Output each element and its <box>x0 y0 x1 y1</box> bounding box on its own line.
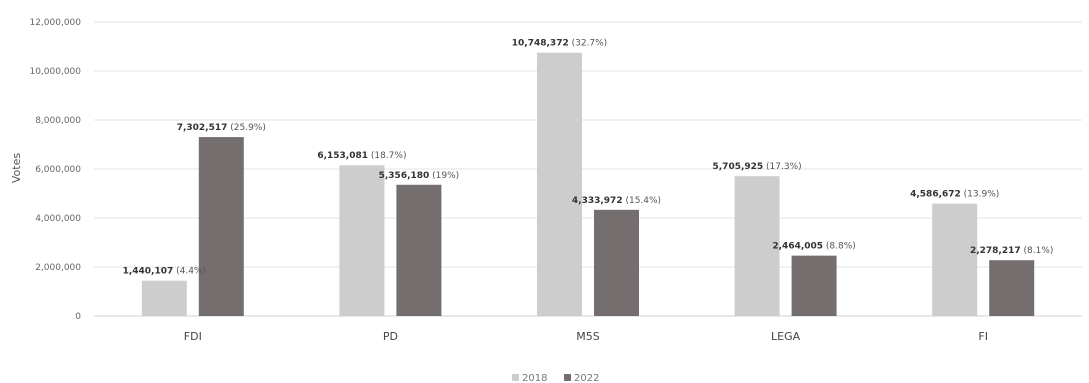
value-label-percent: (15.4%) <box>623 196 661 206</box>
value-label-percent: (19%) <box>429 171 459 181</box>
value-label: 1,440,107 (4.4%) <box>123 267 206 277</box>
y-tick-label: 10,000,000 <box>29 67 81 77</box>
value-label-percent: (18.7%) <box>368 151 406 161</box>
value-label: 2,464,005 (8.8%) <box>772 242 855 252</box>
legend: 2018 2022 <box>512 373 599 383</box>
value-label-number: 7,302,517 <box>177 123 228 133</box>
grid-lines <box>94 21 1082 268</box>
bar-fdi-2022 <box>198 137 244 316</box>
bar-fdi-2018 <box>141 280 187 316</box>
value-label-percent: (32.7%) <box>569 39 607 49</box>
bar-fi-2018 <box>932 203 978 316</box>
y-tick-label: 12,000,000 <box>29 18 81 28</box>
x-tick-label: LEGA <box>771 330 801 343</box>
y-tick-label: 6,000,000 <box>35 165 81 175</box>
x-tick-label: PD <box>383 330 398 343</box>
y-tick-label: 8,000,000 <box>35 116 81 126</box>
legend-label: 2018 <box>522 373 547 383</box>
legend-swatch <box>564 374 571 381</box>
y-tick-label: 0 <box>75 312 81 322</box>
bar-m5s-2018 <box>537 52 582 316</box>
y-axis-label: Votes <box>10 153 23 183</box>
value-label-number: 5,705,925 <box>713 162 764 172</box>
value-label-percent: (4.4%) <box>173 267 206 277</box>
bar-pd-2018 <box>339 165 385 316</box>
y-tick-label: 2,000,000 <box>35 263 81 273</box>
value-label-number: 4,586,672 <box>910 190 961 200</box>
value-label: 5,705,925 (17.3%) <box>713 162 802 172</box>
value-label: 4,586,672 (13.9%) <box>910 190 999 200</box>
bar-fi-2022 <box>989 260 1035 316</box>
y-tick-label: 4,000,000 <box>35 214 81 224</box>
value-label-number: 2,464,005 <box>772 242 823 252</box>
value-label-number: 5,356,180 <box>379 171 430 181</box>
bar-m5s-2022 <box>594 209 639 316</box>
value-label-number: 4,333,972 <box>572 196 623 206</box>
value-label-number: 1,440,107 <box>123 267 174 277</box>
bars <box>141 52 1035 316</box>
value-label-number: 10,748,372 <box>512 39 569 49</box>
value-label-percent: (8.1%) <box>1021 246 1054 256</box>
y-axis: 0 2,000,000 4,000,000 6,000,000 8,000,000 10,… <box>29 18 81 322</box>
x-tick-label: M5S <box>576 330 599 343</box>
value-label-percent: (13.9%) <box>961 190 999 200</box>
value-label-number: 2,278,217 <box>970 246 1021 256</box>
value-label-percent: (8.8%) <box>823 242 856 252</box>
bar-lega-2022 <box>791 255 837 316</box>
category-labels: FDI PD M5S LEGA FI <box>184 330 988 343</box>
legend-swatch <box>512 374 519 381</box>
value-label-number: 6,153,081 <box>317 151 368 161</box>
value-label: 6,153,081 (18.7%) <box>317 151 406 161</box>
x-tick-label: FDI <box>184 330 202 343</box>
bar-lega-2018 <box>734 176 780 316</box>
value-label: 2,278,217 (8.1%) <box>970 246 1053 256</box>
value-label: 5,356,180 (19%) <box>379 171 460 181</box>
value-labels: 1,440,107 (4.4%) 7,302,517 (25.9%) 6,153,0… <box>123 39 1054 277</box>
value-label: 4,333,972 (15.4%) <box>572 196 661 206</box>
value-label: 7,302,517 (25.9%) <box>177 123 266 133</box>
x-tick-label: FI <box>978 330 988 343</box>
value-label: 10,748,372 (32.7%) <box>512 39 607 49</box>
legend-label: 2022 <box>574 373 599 383</box>
value-label-percent: (17.3%) <box>763 162 801 172</box>
value-label-percent: (25.9%) <box>227 123 265 133</box>
bar-pd-2022 <box>396 184 442 316</box>
